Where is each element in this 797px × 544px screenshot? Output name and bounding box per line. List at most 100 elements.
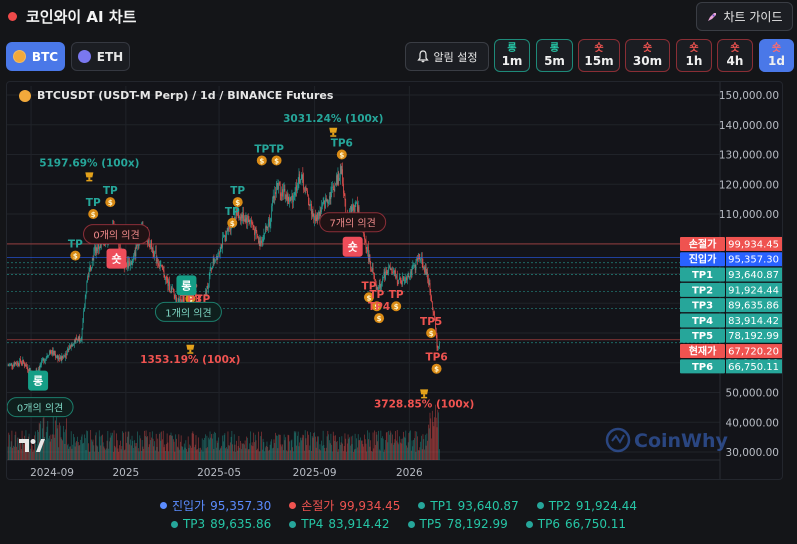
- volume-bar: [331, 444, 333, 460]
- candle-body: [38, 368, 39, 372]
- candle-body: [342, 169, 343, 184]
- candle-body: [280, 194, 282, 196]
- candle-body: [129, 261, 130, 266]
- volume-bar: [233, 434, 235, 460]
- volume-bar: [286, 450, 287, 460]
- alert-settings-button[interactable]: 알림 설정: [405, 42, 489, 71]
- candle-body: [412, 265, 414, 267]
- chart-guide-button[interactable]: 차트 가이드: [696, 2, 793, 31]
- volume-bar: [130, 439, 131, 460]
- candle-body: [174, 294, 176, 298]
- candle-body: [13, 364, 14, 367]
- candle-body: [269, 219, 270, 226]
- timeframe-30m[interactable]: 숏 30m: [625, 39, 670, 72]
- timeframe-4h[interactable]: 숏 4h: [717, 39, 753, 72]
- candle-body: [60, 356, 62, 362]
- candle-body: [395, 272, 396, 278]
- timeframe-1m[interactable]: 롱 1m: [494, 39, 530, 72]
- candle-body: [69, 345, 70, 350]
- volume-bar: [21, 430, 23, 460]
- coin-tab-eth[interactable]: ETH: [71, 42, 130, 71]
- candle-body: [256, 231, 258, 236]
- volume-bar: [45, 439, 46, 460]
- legend-item: TP1 93,640.87: [418, 497, 519, 514]
- timeframe-5m[interactable]: 롱 5m: [536, 39, 573, 72]
- candle-body: [351, 206, 353, 216]
- timeframe-15m[interactable]: 숏 15m: [578, 39, 620, 72]
- time-tick-label: 2025-09: [293, 467, 337, 479]
- candle-body: [214, 261, 215, 263]
- volume-bar: [432, 421, 434, 460]
- volume-bar: [427, 440, 428, 460]
- candle-body: [127, 260, 129, 268]
- volume-bar: [111, 435, 113, 460]
- candle-body: [289, 197, 290, 202]
- volume-bar: [404, 437, 406, 460]
- price-level-tag: TP2 91,924.44: [680, 282, 782, 297]
- volume-bar: [211, 434, 212, 460]
- candle-body: [382, 277, 384, 280]
- price-chart[interactable]: 150,000.00 140,000.00 130,000.00 120,000.00…: [6, 81, 783, 480]
- candle-body: [135, 245, 137, 257]
- volume-bar: [24, 435, 25, 460]
- volume-bar: [210, 437, 212, 460]
- volume-bar: [326, 436, 328, 460]
- candle-body: [180, 298, 181, 301]
- volume-bar: [70, 431, 72, 460]
- coin-tab-btc[interactable]: BTC: [6, 42, 65, 71]
- candle-body: [55, 354, 56, 358]
- volume-bar: [240, 449, 242, 460]
- time-tick-label: 2025: [112, 467, 139, 479]
- volume-bar: [339, 436, 340, 460]
- candle-body: [290, 197, 291, 201]
- volume-bar: [123, 450, 125, 460]
- volume-bar: [227, 431, 229, 460]
- timeframe-1h[interactable]: 숏 1h: [676, 39, 712, 72]
- bitcoin-icon: [12, 50, 26, 63]
- volume-bar: [133, 447, 134, 460]
- volume-bar: [344, 433, 346, 460]
- candle-body: [166, 278, 168, 281]
- volume-bar: [130, 445, 132, 460]
- candle-body: [403, 276, 404, 281]
- chart-canvas[interactable]: 150,000.00 140,000.00 130,000.00 120,000.00…: [7, 82, 783, 480]
- volume-bar: [71, 448, 73, 460]
- volume-bar: [294, 432, 296, 460]
- candle-body: [331, 187, 332, 192]
- coin-glyph: $: [274, 157, 279, 165]
- candle-body: [279, 182, 280, 185]
- volume-bar: [58, 447, 60, 460]
- candle-body: [266, 226, 268, 229]
- candle-body: [16, 363, 17, 365]
- volume-bar: [198, 448, 200, 460]
- candle-body: [243, 213, 244, 222]
- legend-dot-icon: [160, 502, 168, 509]
- legend-value: 93,640.87: [457, 498, 519, 513]
- volume-bar: [366, 451, 368, 460]
- volume-bar: [98, 451, 99, 460]
- volume-bar: [364, 434, 365, 460]
- candle-body: [304, 189, 305, 191]
- coin-icon: [88, 209, 99, 219]
- candle-body: [53, 351, 55, 355]
- candle-body: [419, 259, 421, 261]
- coin-glyph: $: [374, 303, 379, 311]
- volume-bar: [160, 440, 162, 460]
- volume-bar: [333, 435, 335, 460]
- price-level-tag-label: 손절가: [689, 237, 717, 250]
- candle-body: [254, 227, 256, 236]
- volume-bar: [309, 445, 311, 460]
- volume-bar: [212, 438, 213, 460]
- candle-body: [253, 226, 254, 230]
- volume-bar: [208, 437, 209, 460]
- volume-bar: [371, 451, 373, 460]
- trophy-base: [187, 352, 194, 354]
- volume-bar: [15, 431, 17, 460]
- legend-label: TP3: [182, 517, 206, 531]
- candle-body: [208, 284, 209, 289]
- volume-bar: [396, 430, 398, 460]
- volume-bar: [197, 449, 198, 460]
- volume-bar: [382, 438, 384, 460]
- candle-body: [333, 188, 335, 192]
- timeframe-1d[interactable]: 숏 1d: [759, 39, 794, 72]
